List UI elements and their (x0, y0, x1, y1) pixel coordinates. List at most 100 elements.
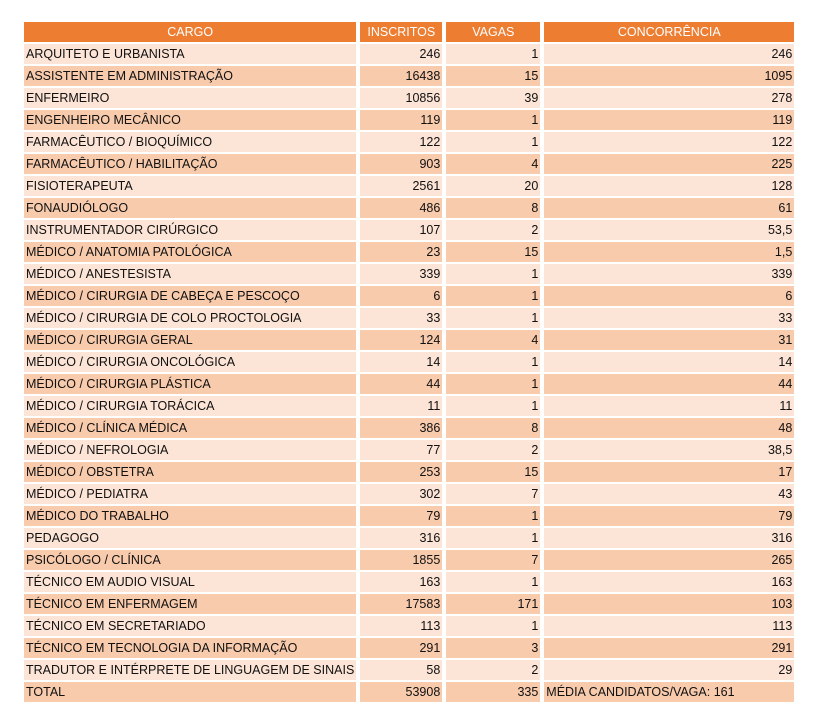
cell: 15 (446, 66, 541, 86)
cell: FISIOTERAPEUTA (24, 176, 357, 196)
cell: 339 (544, 264, 795, 284)
cell: 171 (446, 594, 541, 614)
table-row: ENGENHEIRO MECÂNICO 119 1 119 (24, 110, 795, 130)
cell: MÉDIA CANDIDATOS/VAGA: 161 (544, 682, 795, 702)
table-row: MÉDICO DO TRABALHO 79 1 79 (24, 506, 795, 526)
header-cell: CONCORRÊNCIA (544, 22, 795, 42)
cell: 53908 (360, 682, 443, 702)
cell: FARMACÊUTICO / HABILITAÇÃO (24, 154, 357, 174)
cell: TÉCNICO EM SECRETARIADO (24, 616, 357, 636)
cell: 44 (544, 374, 795, 394)
cell: 291 (544, 638, 795, 658)
cell: 246 (544, 44, 795, 64)
cell: 6 (544, 286, 795, 306)
cell: 15 (446, 462, 541, 482)
cell: 1 (446, 286, 541, 306)
cell: 124 (360, 330, 443, 350)
cell: 1855 (360, 550, 443, 570)
cell: 29 (544, 660, 795, 680)
table-row: MÉDICO / OBSTETRA 253 15 17 (24, 462, 795, 482)
cell: ASSISTENTE EM ADMINISTRAÇÃO (24, 66, 357, 86)
cell: ENFERMEIRO (24, 88, 357, 108)
cell: 1,5 (544, 242, 795, 262)
cell: 335 (446, 682, 541, 702)
cell: TRADUTOR E INTÉRPRETE DE LINGUAGEM DE SI… (24, 660, 357, 680)
cell: FONAUDIÓLOGO (24, 198, 357, 218)
cell: MÉDICO DO TRABALHO (24, 506, 357, 526)
cell: 246 (360, 44, 443, 64)
cell: 4 (446, 330, 541, 350)
cell: 8 (446, 198, 541, 218)
table: CARGO INSCRITOS VAGAS CONCORRÊNCIA ARQUI… (20, 20, 798, 704)
table-row: MÉDICO / CIRURGIA ONCOLÓGICA 14 1 14 (24, 352, 795, 372)
cell: 44 (360, 374, 443, 394)
cell: MÉDICO / PEDIATRA (24, 484, 357, 504)
cell: 119 (360, 110, 443, 130)
cell: MÉDICO / CLÍNICA MÉDICA (24, 418, 357, 438)
cell: 119 (544, 110, 795, 130)
table-body: ARQUITETO E URBANISTA 246 1 246 ASSISTENTE E… (24, 44, 795, 702)
cell: 58 (360, 660, 443, 680)
cell: 53,5 (544, 220, 795, 240)
table-row: MÉDICO / CIRURGIA DE CABEÇA E PESCOÇO 6 1 6 (24, 286, 795, 306)
cell: MÉDICO / CIRURGIA ONCOLÓGICA (24, 352, 357, 372)
table-row: INSTRUMENTADOR CIRÚRGICO 107 2 53,5 (24, 220, 795, 240)
table-row: TÉCNICO EM TECNOLOGIA DA INFORMAÇÃO 291 3 2… (24, 638, 795, 658)
table-row: FARMACÊUTICO / HABILITAÇÃO 903 4 225 (24, 154, 795, 174)
cell: 316 (360, 528, 443, 548)
cell: ENGENHEIRO MECÂNICO (24, 110, 357, 130)
cell: 128 (544, 176, 795, 196)
cell: 122 (544, 132, 795, 152)
cell: 33 (360, 308, 443, 328)
cell: 1 (446, 506, 541, 526)
cell: 1095 (544, 66, 795, 86)
cell: 1 (446, 616, 541, 636)
table-row: MÉDICO / CIRURGIA TORÁCICA 11 1 11 (24, 396, 795, 416)
table-row: ARQUITETO E URBANISTA 246 1 246 (24, 44, 795, 64)
cell: TOTAL (24, 682, 357, 702)
cell: PEDAGOGO (24, 528, 357, 548)
cell: 253 (360, 462, 443, 482)
cell: 107 (360, 220, 443, 240)
table-row: PSICÓLOGO / CLÍNICA 1855 7 265 (24, 550, 795, 570)
cell: 16438 (360, 66, 443, 86)
cell: TÉCNICO EM ENFERMAGEM (24, 594, 357, 614)
cell: 39 (446, 88, 541, 108)
header-row: CARGO INSCRITOS VAGAS CONCORRÊNCIA (24, 22, 795, 42)
table-row: TÉCNICO EM ENFERMAGEM 17583 171 103 (24, 594, 795, 614)
cell: 1 (446, 352, 541, 372)
table-row: MÉDICO / PEDIATRA 302 7 43 (24, 484, 795, 504)
table-row: MÉDICO / CIRURGIA DE COLO PROCTOLOGIA 33 1… (24, 308, 795, 328)
table-row: MÉDICO / NEFROLOGIA 77 2 38,5 (24, 440, 795, 460)
cell: 8 (446, 418, 541, 438)
cell: 1 (446, 110, 541, 130)
cell: 291 (360, 638, 443, 658)
cell: 6 (360, 286, 443, 306)
cell: 77 (360, 440, 443, 460)
cell: 163 (360, 572, 443, 592)
cell: MÉDICO / ANESTESISTA (24, 264, 357, 284)
cell: MÉDICO / ANATOMIA PATOLÓGICA (24, 242, 357, 262)
cell: 1 (446, 572, 541, 592)
cell: 2561 (360, 176, 443, 196)
cell: 79 (544, 506, 795, 526)
cell: 302 (360, 484, 443, 504)
table-row: FARMACÊUTICO / BIOQUÍMICO 122 1 122 (24, 132, 795, 152)
table-row: MÉDICO / ANESTESISTA 339 1 339 (24, 264, 795, 284)
cell: 278 (544, 88, 795, 108)
table-row: FONAUDIÓLOGO 486 8 61 (24, 198, 795, 218)
cell: 1 (446, 396, 541, 416)
cell: 11 (544, 396, 795, 416)
cell: PSICÓLOGO / CLÍNICA (24, 550, 357, 570)
table-row: TÉCNICO EM SECRETARIADO 113 1 113 (24, 616, 795, 636)
header-cell: VAGAS (446, 22, 541, 42)
cell: 14 (360, 352, 443, 372)
table-row: FISIOTERAPEUTA 2561 20 128 (24, 176, 795, 196)
cell: 17 (544, 462, 795, 482)
cell: 11 (360, 396, 443, 416)
cell: 10856 (360, 88, 443, 108)
cell: 113 (360, 616, 443, 636)
cell: 3 (446, 638, 541, 658)
cell: TÉCNICO EM AUDIO VISUAL (24, 572, 357, 592)
